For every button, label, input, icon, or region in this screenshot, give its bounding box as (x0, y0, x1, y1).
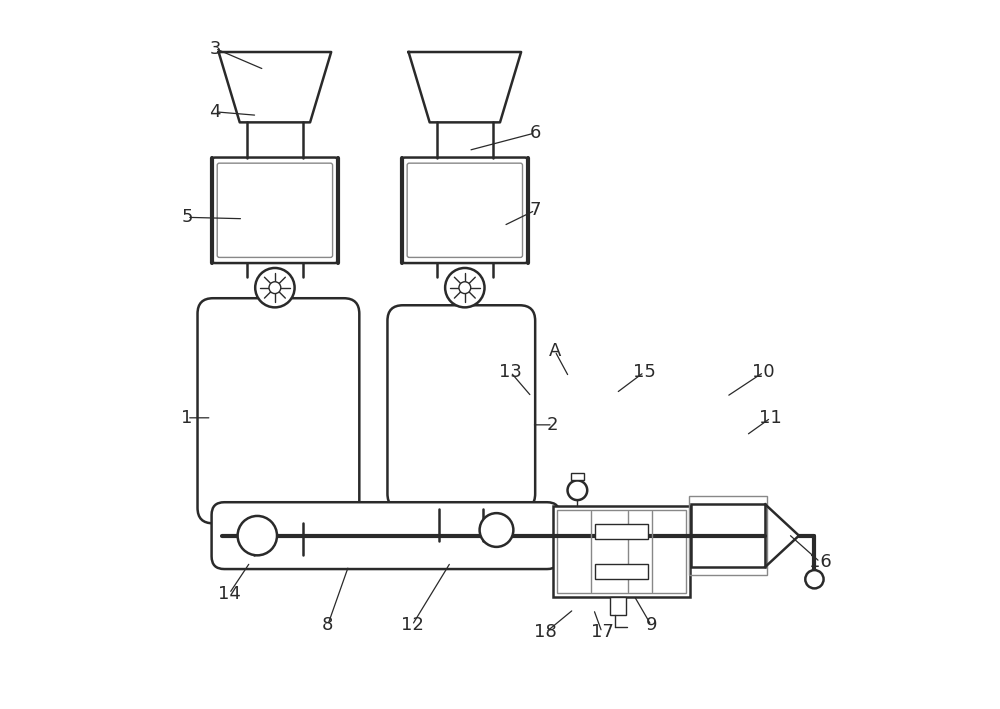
FancyBboxPatch shape (212, 502, 560, 569)
Text: 5: 5 (181, 208, 193, 226)
Text: 18: 18 (534, 623, 557, 642)
Bar (689, 496, 767, 576)
Circle shape (480, 513, 513, 547)
FancyBboxPatch shape (212, 157, 338, 263)
Text: 3: 3 (209, 40, 221, 57)
Bar (595, 564, 648, 579)
Circle shape (238, 516, 277, 555)
FancyBboxPatch shape (198, 298, 359, 523)
FancyBboxPatch shape (402, 157, 528, 263)
Text: 8: 8 (322, 616, 333, 635)
Circle shape (459, 281, 471, 294)
Text: 11: 11 (759, 409, 782, 427)
Bar (691, 504, 765, 567)
Circle shape (255, 268, 295, 308)
Text: 10: 10 (752, 363, 775, 381)
Text: 7: 7 (529, 201, 541, 219)
Text: 1: 1 (181, 409, 193, 427)
Text: 15: 15 (633, 363, 656, 381)
Text: 6: 6 (529, 124, 541, 142)
Text: 12: 12 (401, 616, 424, 635)
Text: 9: 9 (645, 616, 657, 635)
Text: 13: 13 (499, 363, 522, 381)
Circle shape (568, 481, 587, 500)
Circle shape (805, 570, 824, 588)
Circle shape (445, 268, 485, 308)
Bar (571, 473, 584, 481)
Circle shape (269, 281, 281, 294)
Bar (553, 506, 690, 597)
Text: 2: 2 (547, 416, 559, 434)
Text: 17: 17 (591, 623, 613, 642)
Bar (595, 524, 648, 539)
Text: 14: 14 (218, 585, 241, 603)
Text: A: A (549, 342, 561, 360)
Bar (557, 510, 686, 593)
FancyBboxPatch shape (387, 306, 535, 509)
Bar (610, 597, 626, 615)
Text: 4: 4 (209, 103, 221, 121)
Text: 16: 16 (809, 553, 831, 571)
